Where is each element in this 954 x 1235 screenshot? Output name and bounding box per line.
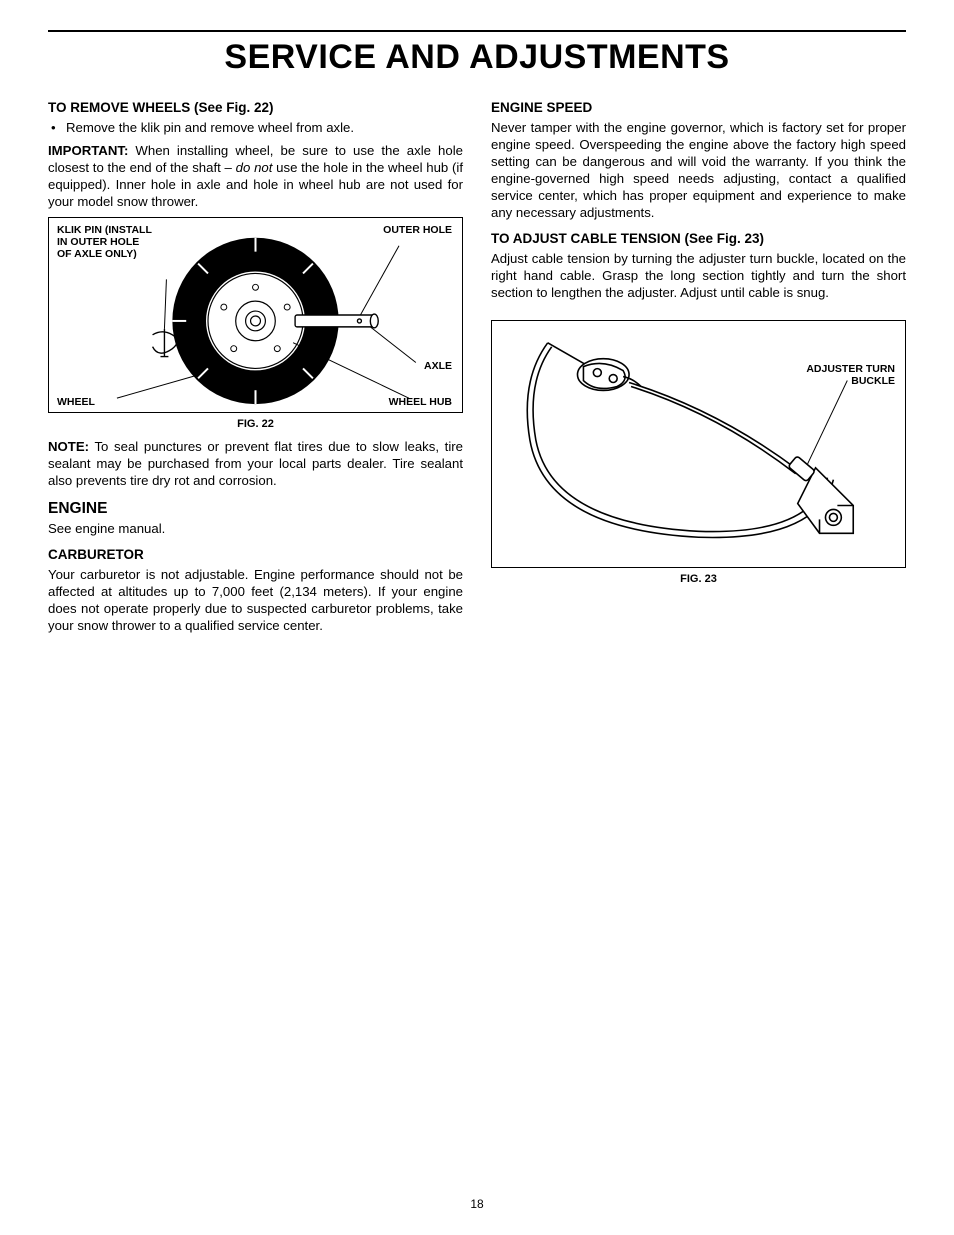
important-italic: do not (236, 160, 273, 175)
fig22-label-hub: WHEEL HUB (389, 396, 452, 408)
fig22-label-klik: KLIK PIN (INSTALL IN OUTER HOLE OF AXLE … (57, 224, 152, 260)
figure-23-box: ADJUSTER TURN BUCKLE (491, 320, 906, 568)
engine-see-text: See engine manual. (48, 521, 463, 538)
figure-23-svg (492, 321, 905, 567)
fig22-label-wheel: WHEEL (57, 396, 95, 408)
note-text: To seal punctures or prevent flat tires … (48, 439, 463, 488)
fig22-label-outer: OUTER HOLE (383, 224, 452, 236)
fig22-caption: FIG. 22 (48, 417, 463, 431)
left-column: TO REMOVE WHEELS (See Fig. 22) Remove th… (48, 91, 463, 641)
carburetor-text: Your carburetor is not adjustable. Engin… (48, 567, 463, 635)
page-number: 18 (0, 1197, 954, 1211)
cable-tension-text: Adjust cable tension by turning the adju… (491, 251, 906, 302)
heading-cable-tension: TO ADJUST CABLE TENSION (See Fig. 23) (491, 230, 906, 247)
heading-engine-speed: ENGINE SPEED (491, 99, 906, 116)
right-column: ENGINE SPEED Never tamper with the engin… (491, 91, 906, 641)
important-label: IMPORTANT: (48, 143, 128, 158)
figure-22-box: KLIK PIN (INSTALL IN OUTER HOLE OF AXLE … (48, 217, 463, 413)
bullet-list: Remove the klik pin and remove wheel fro… (48, 120, 463, 137)
fig23-caption: FIG. 23 (491, 572, 906, 586)
heading-carburetor: CARBURETOR (48, 546, 463, 563)
top-rule (48, 30, 906, 32)
fig23-label-buckle: ADJUSTER TURN BUCKLE (806, 363, 895, 387)
note-paragraph: NOTE: To seal punctures or prevent flat … (48, 439, 463, 490)
engine-speed-text: Never tamper with the engine governor, w… (491, 120, 906, 221)
note-label: NOTE: (48, 439, 89, 454)
fig22-label-axle: AXLE (424, 360, 452, 372)
heading-remove-wheels: TO REMOVE WHEELS (See Fig. 22) (48, 99, 463, 116)
important-paragraph: IMPORTANT: When installing wheel, be sur… (48, 143, 463, 211)
heading-engine: ENGINE (48, 499, 463, 519)
page-title: SERVICE AND ADJUSTMENTS (48, 38, 906, 77)
bullet-item: Remove the klik pin and remove wheel fro… (66, 120, 463, 137)
two-column-layout: TO REMOVE WHEELS (See Fig. 22) Remove th… (48, 91, 906, 641)
